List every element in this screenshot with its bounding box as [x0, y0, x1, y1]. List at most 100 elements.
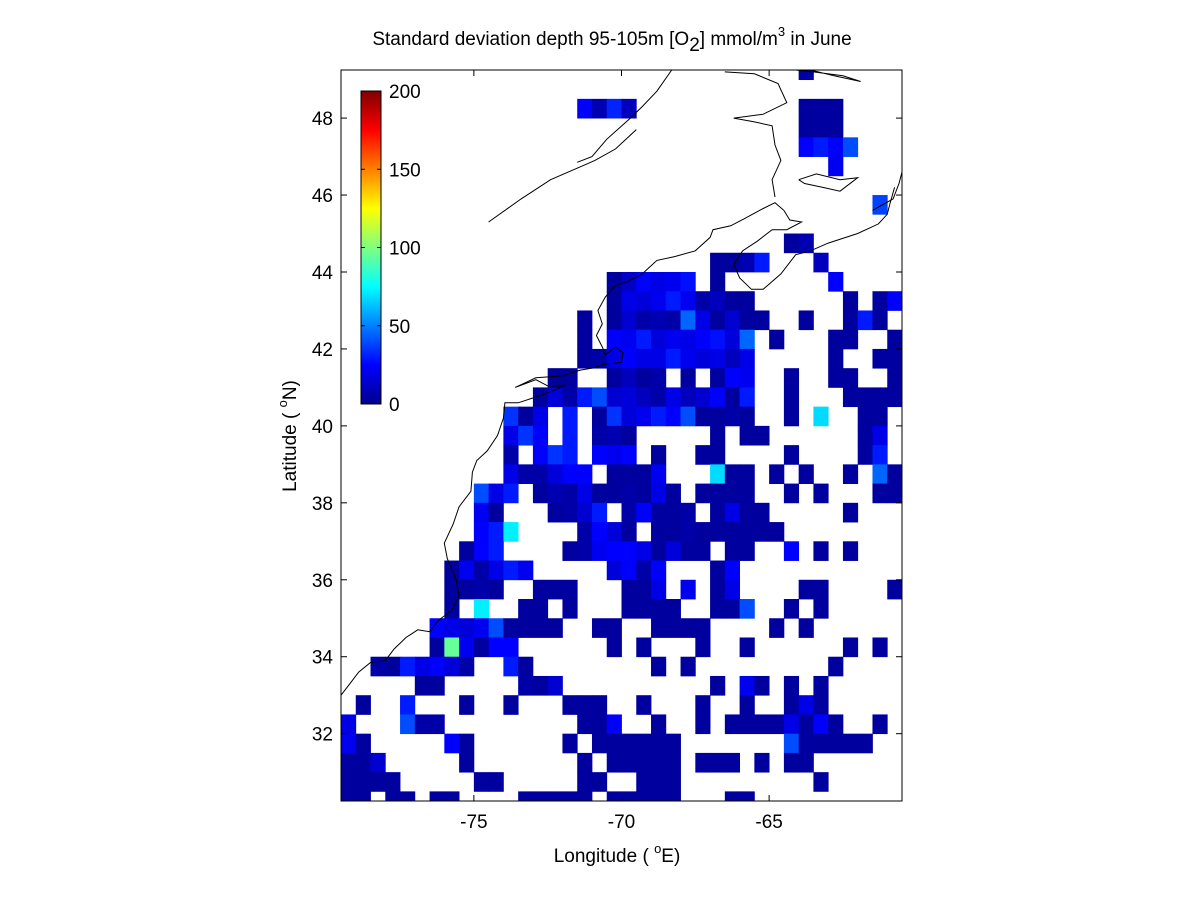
- data-cell: [591, 425, 608, 446]
- data-cell: [591, 695, 608, 715]
- data-cell: [636, 502, 652, 523]
- data-cell: [636, 599, 652, 619]
- data-cell: [518, 675, 534, 696]
- data-cell: [591, 387, 608, 408]
- data-cell: [665, 618, 681, 638]
- data-cell: [724, 387, 740, 408]
- data-cell: [710, 483, 726, 504]
- colorbar: 0 50 100 150 200: [360, 82, 421, 416]
- data-cell: [621, 752, 637, 773]
- data-cell: [695, 483, 711, 504]
- chart-title: Standard deviation depth 95-105m [O2] mm…: [372, 24, 851, 56]
- data-cell: [842, 310, 859, 331]
- data-cell: [518, 425, 534, 446]
- data-cell: [591, 348, 608, 369]
- data-cell: [783, 541, 800, 561]
- data-cell: [621, 579, 637, 600]
- data-cell: [651, 271, 667, 292]
- data-cell: [606, 98, 622, 119]
- data-cell: [665, 387, 681, 408]
- data-cell: [665, 310, 681, 331]
- data-cell: [887, 387, 902, 408]
- coastline: [724, 71, 788, 198]
- data-cell: [783, 714, 800, 735]
- data-cell: [606, 560, 622, 581]
- data-cell: [606, 791, 622, 801]
- data-cell: [842, 137, 859, 157]
- data-cell: [606, 368, 622, 388]
- data-cell: [828, 118, 844, 138]
- y-axis-label: Latitude ( oN): [275, 380, 301, 492]
- data-cell: [665, 329, 681, 350]
- data-cell: [724, 348, 740, 369]
- data-cell: [532, 425, 549, 446]
- data-cell: [710, 252, 726, 273]
- data-cell: [636, 348, 652, 369]
- data-cell: [503, 464, 519, 484]
- y-tick-label: 44: [312, 263, 334, 284]
- coastline: [488, 129, 637, 223]
- data-cell: [680, 310, 696, 331]
- data-cell: [695, 714, 711, 735]
- data-cell: [680, 329, 696, 350]
- data-cell: [680, 502, 696, 523]
- data-cell: [783, 406, 800, 427]
- y-axis-ticks: 32 34 36 38 40 42 44 46 48: [312, 109, 902, 746]
- data-cell: [783, 233, 800, 254]
- data-cell: [400, 714, 416, 735]
- data-cell: [813, 772, 829, 792]
- data-cell: [651, 445, 667, 465]
- data-cell: [710, 291, 726, 311]
- data-cell: [606, 618, 622, 638]
- x-axis-label-degree: o: [654, 841, 661, 856]
- data-cell: [665, 791, 681, 801]
- data-cell: [783, 445, 800, 465]
- data-cell: [695, 310, 711, 331]
- data-cell: [459, 579, 475, 600]
- data-cell: [887, 329, 902, 350]
- data-cell: [606, 387, 622, 408]
- data-cell: [872, 637, 888, 658]
- data-cell: [591, 714, 608, 735]
- data-cell: [695, 541, 711, 561]
- x-tick-label: -65: [755, 812, 782, 833]
- data-cell: [414, 714, 430, 735]
- data-cell: [429, 618, 445, 638]
- data-cell: [754, 522, 770, 542]
- data-cell: [355, 733, 371, 754]
- data-cell: [665, 522, 681, 542]
- data-cell: [370, 656, 386, 677]
- data-cell: [739, 695, 755, 715]
- data-cell: [798, 733, 814, 754]
- data-cell: [813, 675, 829, 696]
- y-tick-label: 46: [312, 186, 333, 207]
- data-cell: [695, 618, 711, 638]
- data-cell: [813, 733, 829, 754]
- data-cell: [532, 483, 549, 504]
- data-cell: [828, 733, 844, 754]
- data-cell: [665, 502, 681, 523]
- data-cell: [651, 368, 667, 388]
- data-cell: [651, 406, 667, 427]
- title-main: Standard deviation depth 95-105m [O: [372, 29, 689, 50]
- data-cell: [872, 291, 888, 311]
- data-cell: [857, 733, 873, 754]
- data-cell: [872, 483, 888, 504]
- data-cell: [547, 445, 563, 465]
- data-cell: [355, 772, 371, 792]
- data-cell: [606, 329, 622, 350]
- data-cell: [518, 406, 534, 427]
- data-cell: [400, 695, 416, 715]
- data-cell: [606, 464, 622, 484]
- data-cell: [695, 291, 711, 311]
- data-cell: [532, 406, 549, 427]
- data-cell: [887, 291, 902, 311]
- data-cell: [828, 656, 844, 677]
- data-cell: [577, 387, 593, 408]
- title-unit-prefix: ] mmol/m: [700, 29, 778, 50]
- data-cell: [710, 502, 726, 523]
- data-cell: [606, 637, 622, 658]
- data-cell: [518, 560, 534, 581]
- data-cell: [710, 522, 726, 542]
- data-cell: [562, 541, 578, 561]
